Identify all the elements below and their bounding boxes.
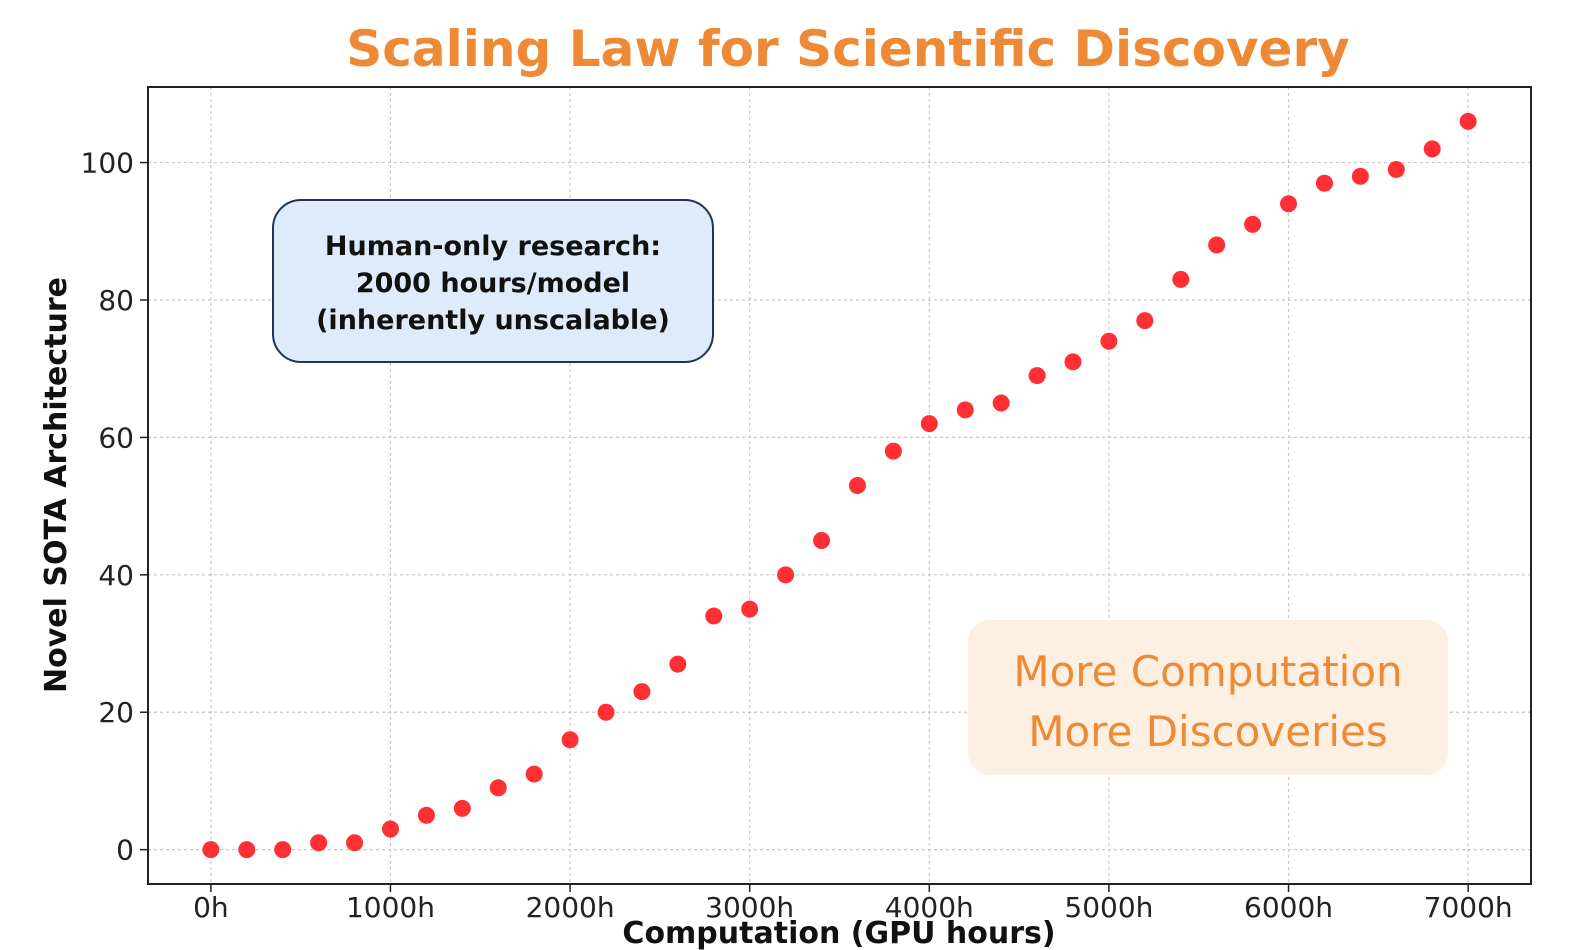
data-point [561,731,579,749]
data-point [1315,174,1333,192]
data-point [813,531,831,549]
annotation-more-computation-line-1: More Computation [1013,647,1402,696]
data-point [1172,270,1190,288]
data-point [884,442,902,460]
plot-frame [147,86,1532,885]
data-point [1028,367,1046,385]
x-tick-label: 4000h [885,891,974,924]
x-tick-label: 1000h [346,891,435,924]
y-tick-label: 100 [81,147,134,180]
x-tick-label: 2000h [526,891,615,924]
data-point [633,683,651,701]
data-point [1100,332,1118,350]
annotation-human-only-line-3: (inherently unscalable) [316,305,670,336]
grid-lines [148,87,1531,884]
annotation-more-computation-box [968,620,1448,775]
data-point [777,566,795,584]
x-tick-label: 3000h [705,891,794,924]
data-point [1064,353,1082,371]
data-point [1387,160,1405,178]
data-point [669,655,687,673]
data-point [705,607,723,625]
data-point [597,703,615,721]
data-point [525,765,543,783]
data-point [1244,215,1262,233]
y-tick-label: 60 [98,421,134,454]
y-tick-label: 80 [98,284,134,317]
x-tick-label: 6000h [1244,891,1333,924]
data-point [310,834,328,852]
y-axis-label: Novel SOTA Architecture [39,277,74,693]
data-point [202,841,220,859]
axis-ticks: 0h 1000h 2000h 3000h 4000h 5000h 6000h 7000h 0 20… [81,147,1513,924]
data-point [417,806,435,824]
data-point [1423,140,1441,158]
data-point [346,834,364,852]
data-point [1280,195,1298,213]
annotation-more-computation-line-2: More Discoveries [1028,707,1388,756]
data-point [992,394,1010,412]
annotation-human-only-line-1: Human-only research: [325,231,661,262]
data-point [1136,312,1154,330]
data-point [1459,112,1477,130]
annotation-more-computation: More Computation More Discoveries [968,620,1448,775]
x-axis-label: Computation (GPU hours) [622,916,1055,950]
data-point [848,477,866,494]
y-tick-label: 40 [98,559,134,592]
data-point [489,779,507,797]
x-tick-label: 0h [193,891,229,924]
x-tick-label: 7000h [1424,891,1513,924]
data-point [1208,236,1226,254]
x-tick-label: 5000h [1064,891,1153,924]
data-point [274,841,292,859]
data-point [741,600,759,618]
annotation-human-only-box [272,199,714,363]
data-point [956,401,974,419]
data-point [453,799,471,817]
data-points [202,112,1477,859]
chart-title: Scaling Law for Scientific Discovery [346,20,1349,78]
y-tick-label: 20 [98,696,134,729]
data-point [238,841,256,859]
data-point [920,415,938,433]
annotation-human-only: Human-only research: 2000 hours/model (i… [272,199,714,363]
data-point [1351,167,1369,185]
annotation-human-only-line-2: 2000 hours/model [356,268,630,299]
data-point [381,820,399,838]
y-tick-label: 0 [116,834,134,867]
